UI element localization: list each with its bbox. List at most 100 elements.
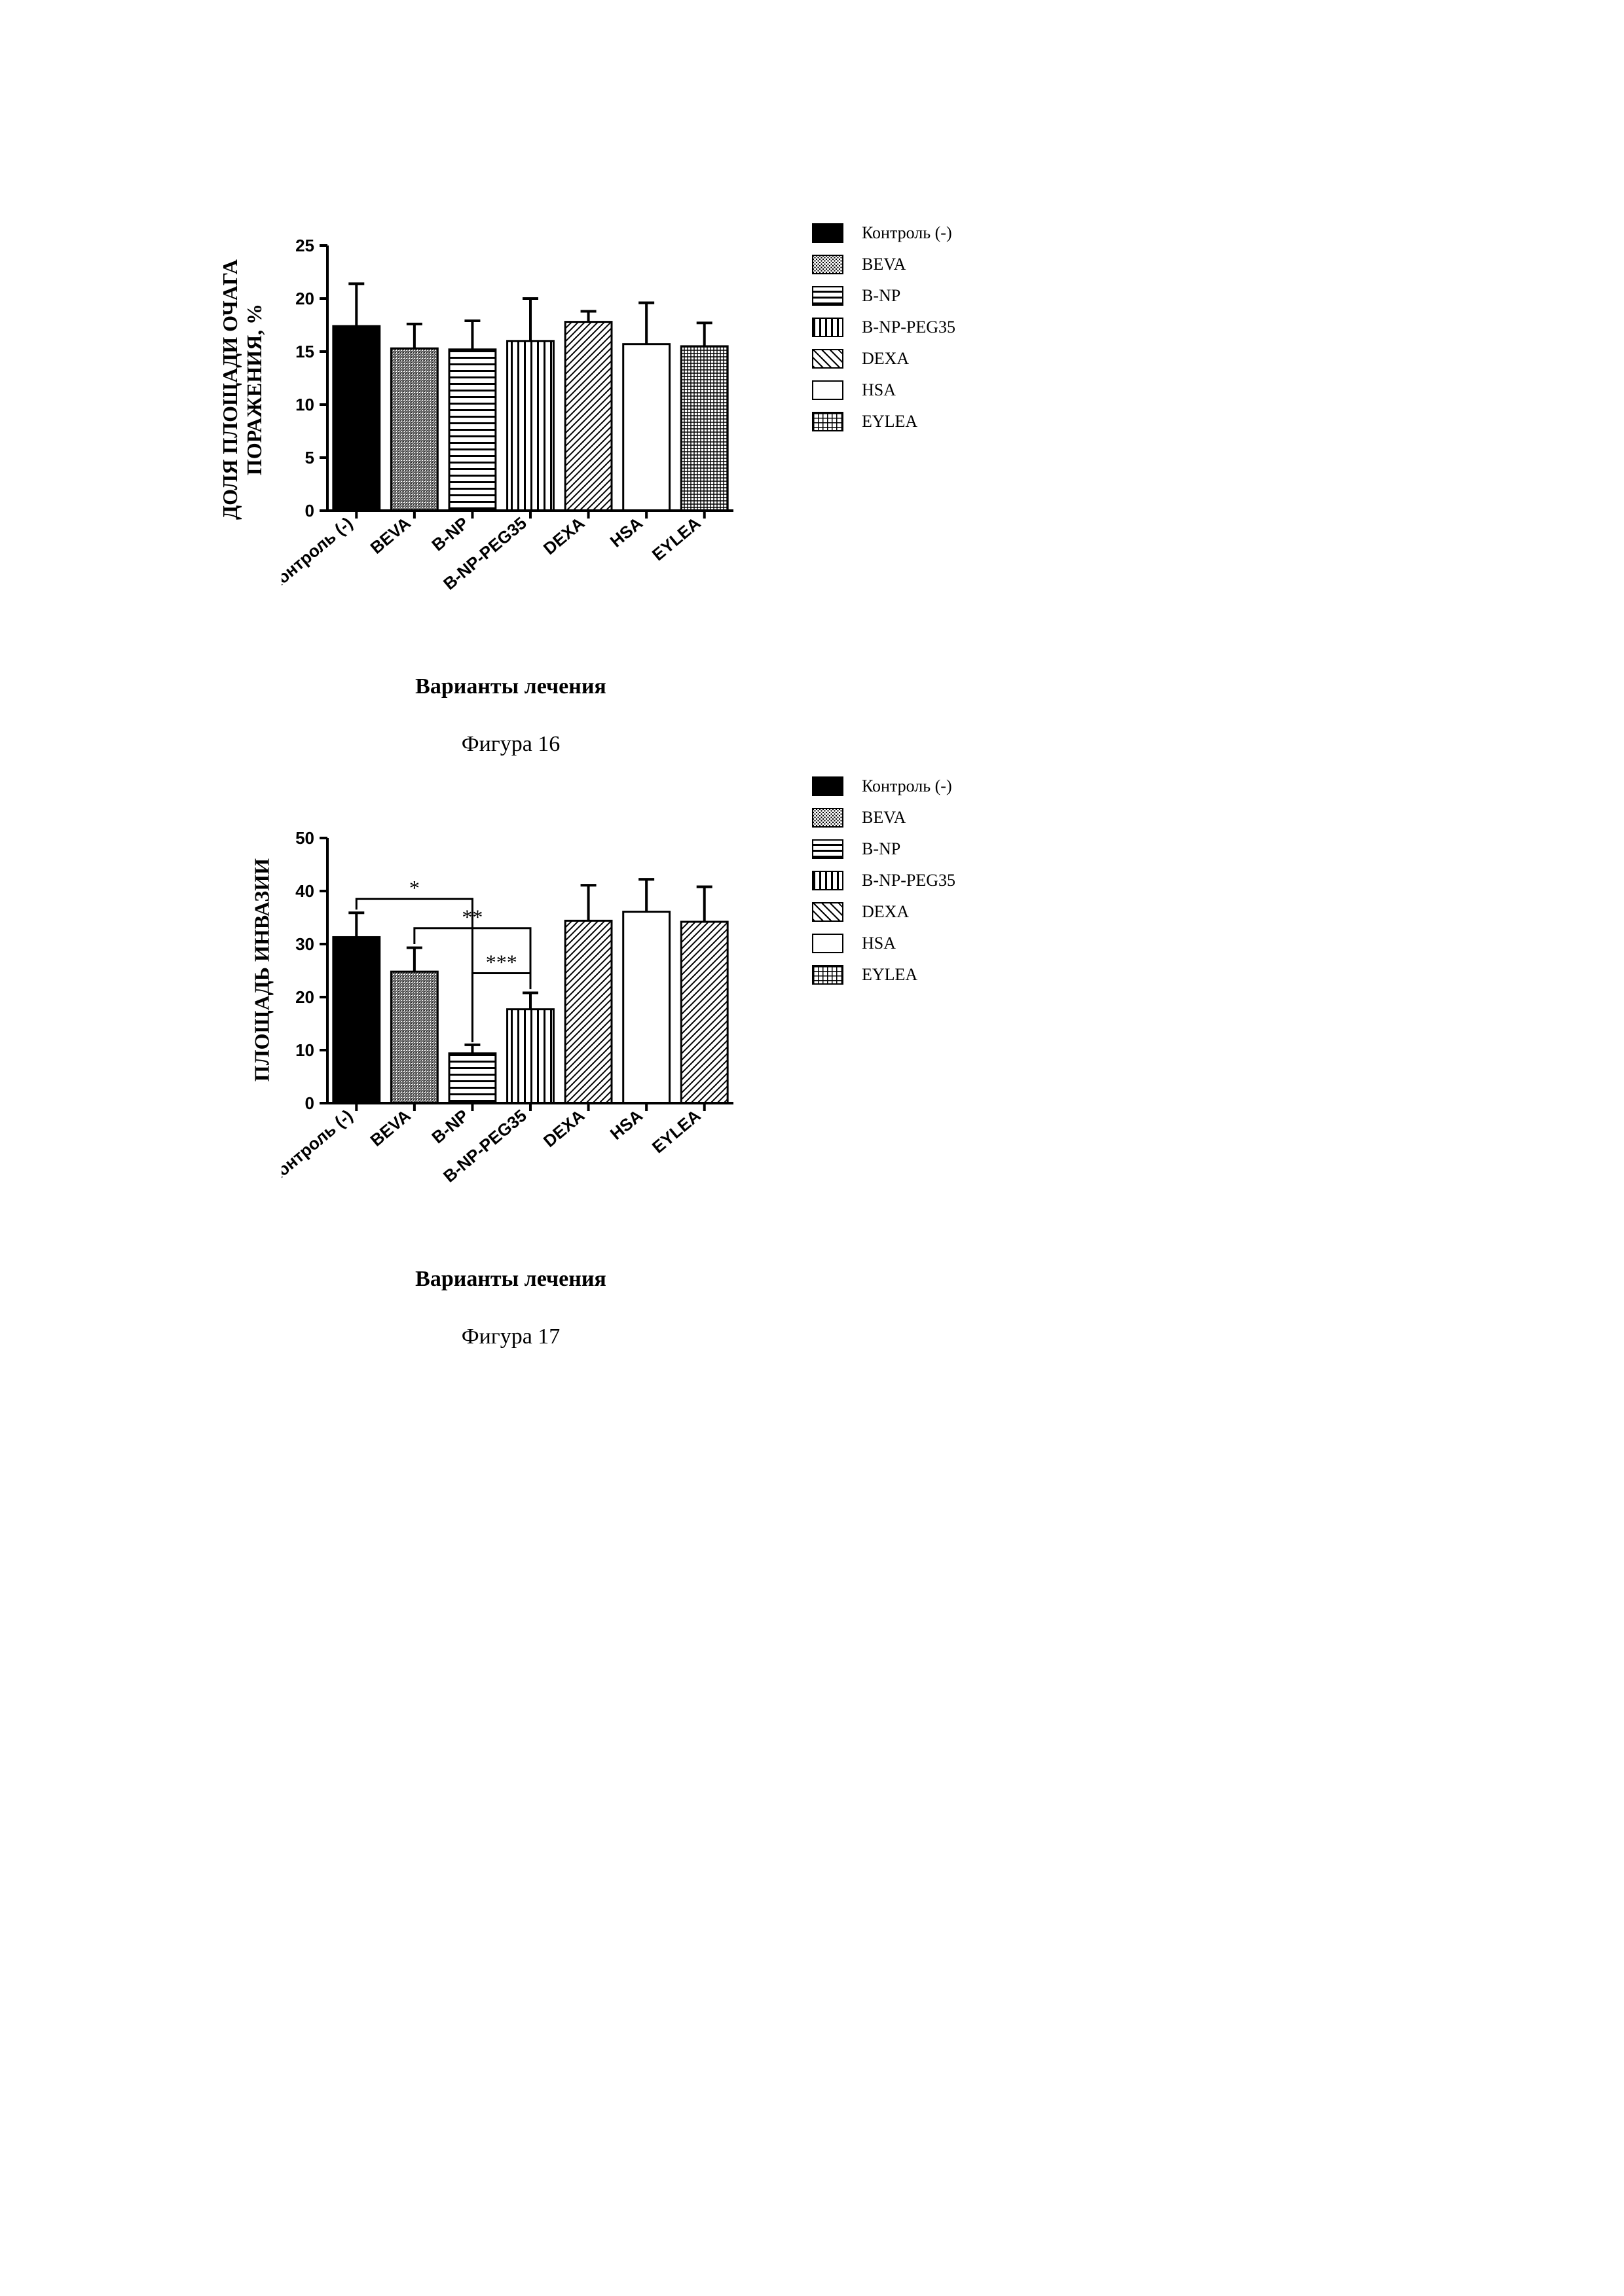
chart17-chart-col: ******01020304050Контроль (-)BEVAB-NPB-N…	[282, 773, 740, 1241]
chart17-bar-5	[623, 912, 670, 1103]
legend-label: DEXA	[862, 349, 909, 369]
chart17-ytick: 50	[295, 828, 314, 848]
legend-item: Контроль (-)	[812, 776, 955, 796]
chart16-xtick-5: HSA	[606, 513, 647, 551]
legend-swatch	[812, 934, 843, 953]
chart16-ylabel: ДОЛЯ ПЛОЩАДИ ОЧАГА ПОРАЖЕНИЯ, %	[218, 219, 267, 560]
chart17-ytick: 30	[295, 934, 314, 954]
legend-item: BEVA	[812, 255, 955, 274]
chart16-xtick-0: Контроль (-)	[282, 513, 356, 594]
chart17-svg: ******01020304050Контроль (-)BEVAB-NPB-N…	[282, 773, 740, 1241]
chart17-xtick-0: Контроль (-)	[282, 1106, 356, 1187]
chart16-ytick: 0	[305, 501, 314, 520]
chart17-sig-label: ***	[486, 951, 517, 974]
chart16-xtick-1: BEVA	[367, 513, 415, 557]
legend-item: B-NP-PEG35	[812, 318, 955, 337]
chart16-bar-6	[681, 346, 728, 511]
chart16-legend: Контроль (-) BEVA B-NP B-NP-PEG35 DEXA HSA EYL…	[779, 219, 955, 648]
legend-label: DEXA	[862, 902, 909, 922]
chart17-row: ******01020304050Контроль (-)BEVAB-NPB-N…	[282, 773, 955, 1241]
legend-item: EYLEA	[812, 965, 955, 985]
chart16-row: 0510152025Контроль (-)BEVAB-NPB-NP-PEG35…	[282, 219, 955, 648]
chart17-xtick-4: DEXA	[540, 1105, 589, 1151]
chart16-xtick-4: DEXA	[540, 513, 589, 558]
legend-swatch	[812, 871, 843, 890]
chart16-ytick: 5	[305, 448, 314, 467]
legend-item: Контроль (-)	[812, 223, 955, 243]
legend-label: BEVA	[862, 255, 906, 274]
figure-16-block: 0510152025Контроль (-)BEVAB-NPB-NP-PEG35…	[282, 219, 955, 757]
chart17-bar-3	[507, 1010, 554, 1103]
legend-label: B-NP-PEG35	[862, 871, 955, 890]
legend-label: HSA	[862, 380, 896, 400]
chart17-xtick-2: B-NP	[428, 1106, 472, 1148]
legend-item: HSA	[812, 380, 955, 400]
chart16-chart-col: 0510152025Контроль (-)BEVAB-NPB-NP-PEG35…	[282, 219, 740, 648]
legend-swatch	[812, 965, 843, 985]
chart16-bar-3	[507, 341, 554, 511]
legend-swatch	[812, 255, 843, 274]
figure-17-block: ******01020304050Контроль (-)BEVAB-NPB-N…	[282, 773, 955, 1349]
legend-label: Контроль (-)	[862, 776, 952, 796]
chart17-bar-6	[681, 922, 728, 1103]
chart16-bar-0	[333, 326, 380, 511]
chart17-sig-label: *	[409, 876, 420, 900]
legend-label: B-NP	[862, 286, 900, 306]
page: 0510152025Контроль (-)BEVAB-NPB-NP-PEG35…	[0, 0, 1624, 2296]
legend-item: B-NP	[812, 286, 955, 306]
legend-swatch	[812, 349, 843, 369]
chart17-bar-0	[333, 937, 380, 1103]
chart16-caption: Фигура 16	[282, 732, 740, 757]
chart17-caption: Фигура 17	[282, 1324, 740, 1349]
legend-swatch	[812, 286, 843, 306]
legend-item: B-NP	[812, 839, 955, 859]
legend-swatch	[812, 902, 843, 922]
legend-swatch	[812, 412, 843, 431]
chart16-svg: 0510152025Контроль (-)BEVAB-NPB-NP-PEG35…	[282, 219, 740, 648]
legend-item: DEXA	[812, 349, 955, 369]
chart17-bar-2	[449, 1053, 496, 1103]
legend-item: HSA	[812, 934, 955, 953]
chart17-bar-4	[565, 920, 612, 1103]
legend-swatch	[812, 223, 843, 243]
legend-label: HSA	[862, 934, 896, 953]
legend-item: DEXA	[812, 902, 955, 922]
chart16-xlabel: Варианты лечения	[282, 674, 740, 699]
chart16-ytick: 15	[295, 342, 314, 361]
chart17-xtick-5: HSA	[606, 1105, 647, 1143]
chart16-ytick: 10	[295, 395, 314, 414]
legend-item: B-NP-PEG35	[812, 871, 955, 890]
chart17-ytick: 10	[295, 1040, 314, 1060]
chart17-sig-label: **	[462, 905, 483, 929]
chart16-bar-2	[449, 350, 496, 511]
chart17-ytick: 20	[295, 987, 314, 1007]
legend-item: EYLEA	[812, 412, 955, 431]
chart16-ytick: 25	[295, 236, 314, 255]
legend-label: B-NP	[862, 839, 900, 859]
legend-swatch	[812, 776, 843, 796]
chart17-ytick: 0	[305, 1093, 314, 1113]
chart17-ylabel: ПЛОЩАДЬ ИНВАЗИИ	[250, 839, 274, 1101]
chart17-legend: Контроль (-) BEVA B-NP B-NP-PEG35 DEXA HSA EYL…	[779, 773, 955, 1241]
chart17-ytick: 40	[295, 881, 314, 901]
legend-label: EYLEA	[862, 412, 917, 431]
chart16-bar-5	[623, 344, 670, 511]
legend-label: EYLEA	[862, 965, 917, 985]
legend-label: B-NP-PEG35	[862, 318, 955, 337]
legend-label: Контроль (-)	[862, 223, 952, 243]
chart17-xtick-6: EYLEA	[648, 1105, 705, 1157]
chart17-bar-1	[391, 972, 437, 1103]
chart17-xlabel: Варианты лечения	[282, 1267, 740, 1292]
legend-swatch	[812, 380, 843, 400]
chart16-ytick: 20	[295, 289, 314, 308]
chart16-bar-1	[391, 348, 437, 511]
legend-swatch	[812, 808, 843, 828]
legend-swatch	[812, 839, 843, 859]
chart16-xtick-6: EYLEA	[648, 513, 705, 564]
legend-item: BEVA	[812, 808, 955, 828]
chart17-xtick-1: BEVA	[367, 1105, 415, 1150]
chart16-xtick-2: B-NP	[428, 513, 472, 555]
legend-swatch	[812, 318, 843, 337]
chart16-bar-4	[565, 322, 612, 511]
legend-label: BEVA	[862, 808, 906, 828]
